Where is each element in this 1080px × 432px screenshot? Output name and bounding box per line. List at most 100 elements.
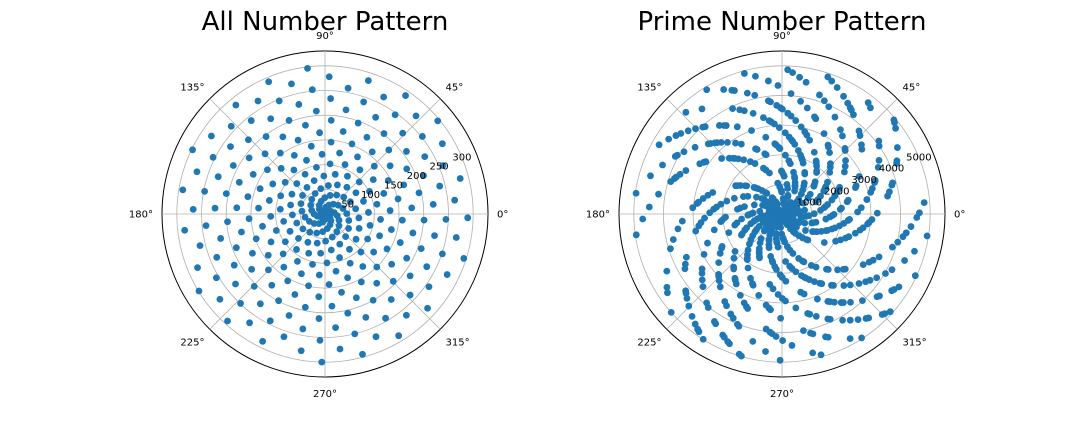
scatter-point (696, 160, 704, 168)
scatter-point (844, 196, 852, 204)
scatter-point (810, 148, 818, 156)
scatter-point (729, 105, 736, 112)
scatter-points (179, 64, 472, 366)
scatter-point (747, 274, 754, 282)
scatter-point (672, 132, 680, 139)
scatter-point (782, 277, 790, 285)
scatter-point (728, 86, 736, 94)
scatter-point (692, 227, 700, 235)
scatter-point (725, 154, 733, 162)
scatter-point (293, 219, 301, 227)
scatter-point (305, 218, 313, 225)
scatter-point (875, 142, 883, 150)
scatter-point (408, 204, 416, 212)
scatter-point (778, 167, 785, 175)
scatter-point (336, 345, 344, 353)
angular-gridline (666, 98, 783, 215)
scatter-point (328, 302, 336, 310)
scatter-point (295, 235, 302, 242)
scatter-point (723, 302, 730, 310)
scatter-point (377, 216, 384, 223)
scatter-point (235, 178, 243, 186)
scatter-point (310, 177, 318, 185)
scatter-point (824, 141, 832, 149)
scatter-point (704, 140, 712, 148)
scatter-point (290, 151, 298, 159)
scatter-point (333, 228, 341, 236)
scatter-point (252, 235, 260, 243)
scatter-point (812, 312, 820, 320)
scatter-point (406, 291, 414, 299)
scatter-point (275, 97, 283, 105)
scatter-point (297, 200, 305, 208)
scatter-point (293, 180, 301, 187)
scatter-point (294, 136, 302, 144)
scatter-point (265, 78, 273, 86)
scatter-point (846, 215, 853, 223)
scatter-point (267, 115, 275, 123)
scatter-point (776, 356, 784, 364)
scatter-point (845, 233, 853, 241)
scatter-point (866, 276, 874, 284)
scatter-point (398, 216, 406, 224)
scatter-point (256, 185, 264, 193)
scatter-point (264, 166, 271, 174)
scatter-point (287, 201, 294, 209)
scatter-point (840, 168, 848, 176)
scatter-point (321, 194, 329, 202)
scatter-point (731, 248, 739, 255)
scatter-point (796, 73, 803, 81)
scatter-point (357, 248, 365, 256)
scatter-point (248, 265, 256, 273)
scatter-point (882, 270, 889, 277)
scatter-point (403, 254, 411, 262)
scatter-point (873, 274, 881, 282)
scatter-point (320, 172, 328, 180)
angular-tick-label: 315° (903, 338, 927, 349)
scatter-point (395, 332, 403, 340)
scatter-point (360, 197, 367, 205)
scatter-point (315, 293, 323, 301)
scatter-point (295, 101, 303, 108)
scatter-point (841, 265, 849, 273)
scatter-point (768, 194, 776, 202)
scatter-point (784, 66, 792, 74)
scatter-point (464, 214, 472, 222)
scatter-point (387, 296, 395, 303)
scatter-point (420, 216, 428, 224)
scatter-point (245, 215, 253, 223)
scatter-point (750, 183, 758, 191)
scatter-point (267, 238, 275, 246)
scatter-point (779, 337, 787, 344)
scatter-point (826, 160, 834, 168)
scatter-point (792, 117, 800, 124)
scatter-point (715, 259, 723, 267)
radial-tick-label: 4000 (879, 164, 904, 175)
scatter-point (698, 276, 706, 284)
scatter-point (669, 236, 677, 243)
scatter-point (372, 113, 380, 121)
scatter-point (737, 352, 745, 360)
scatter-point (317, 249, 325, 257)
chart-title: Prime Number Pattern (638, 7, 927, 37)
scatter-point (327, 138, 335, 146)
scatter-point (362, 313, 370, 321)
scatter-point (245, 136, 252, 144)
scatter-point (858, 141, 865, 149)
scatter-point (784, 191, 792, 199)
scatter-point (800, 179, 808, 187)
scatter-point (826, 149, 833, 156)
scatter-point (451, 196, 459, 204)
scatter-point (323, 259, 331, 267)
scatter-point (313, 163, 320, 171)
scatter-point (760, 114, 767, 121)
scatter-point (813, 167, 821, 175)
scatter-point (773, 101, 781, 109)
scatter-point (840, 282, 848, 289)
scatter-point (369, 176, 377, 183)
scatter-point (213, 253, 221, 261)
scatter-point (788, 342, 796, 349)
scatter-point (683, 253, 690, 261)
scatter-point (825, 103, 833, 111)
